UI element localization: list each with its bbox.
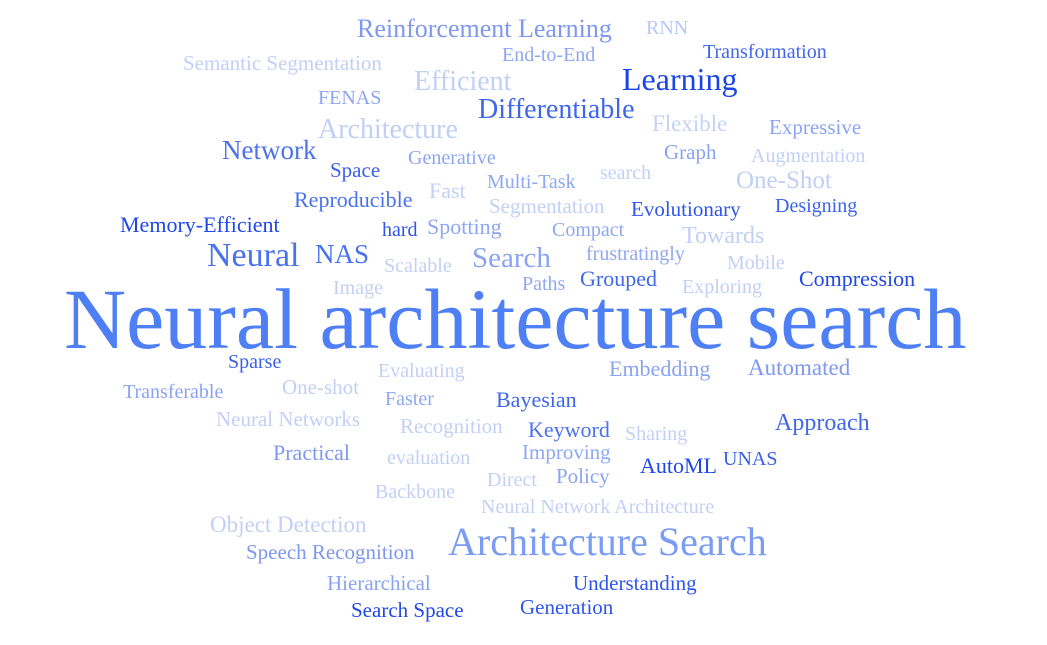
word-understanding: Understanding: [573, 571, 697, 595]
word-evaluating: Evaluating: [378, 360, 465, 382]
word-bayesian: Bayesian: [496, 387, 577, 412]
word-approach: Approach: [775, 410, 870, 436]
word-search: Search: [472, 242, 551, 274]
word-recognition: Recognition: [400, 414, 503, 438]
word-mobile: Mobile: [727, 252, 785, 274]
word-generation: Generation: [520, 595, 614, 619]
word-one-shot-upper: One-Shot: [736, 167, 832, 194]
word-fenas: FENAS: [318, 87, 382, 109]
word-architecture: Architecture: [318, 114, 458, 145]
word-segmentation: Segmentation: [489, 194, 605, 218]
word-practical: Practical: [273, 440, 350, 465]
word-hierarchical: Hierarchical: [327, 571, 431, 595]
word-search-space: Search Space: [351, 598, 464, 622]
word-object-detection: Object Detection: [210, 512, 367, 537]
word-graph: Graph: [664, 140, 717, 164]
word-expressive: Expressive: [769, 115, 862, 139]
word-sparse: Sparse: [228, 351, 282, 373]
word-neural-network-architecture: Neural Network Architecture: [481, 496, 715, 518]
word-frustratingly: frustratingly: [586, 243, 685, 265]
word-paths: Paths: [522, 273, 566, 295]
word-compact: Compact: [552, 219, 625, 241]
word-one-shot-lower: One-shot: [282, 375, 359, 399]
word-augmentation: Augmentation: [751, 145, 866, 167]
word-designing: Designing: [775, 195, 858, 217]
word-embedding: Embedding: [609, 356, 711, 381]
word-rnn: RNN: [646, 17, 689, 39]
word-direct: Direct: [487, 469, 537, 491]
word-network: Network: [222, 135, 317, 165]
word-policy: Policy: [556, 464, 610, 488]
word-reproducible: Reproducible: [294, 187, 413, 212]
word-faster: Faster: [385, 388, 434, 410]
word-improving: Improving: [522, 440, 611, 464]
word-keyword: Keyword: [528, 417, 610, 442]
word-differentiable: Differentiable: [478, 94, 635, 125]
word-evaluation: evaluation: [387, 447, 471, 469]
word-multi-task: Multi-Task: [487, 171, 576, 193]
word-transformation: Transformation: [703, 41, 827, 63]
word-search-lower: search: [600, 162, 652, 184]
word-generative: Generative: [408, 147, 496, 169]
word-speech-recognition: Speech Recognition: [246, 540, 415, 564]
word-automl: AutoML: [640, 453, 717, 478]
word-spotting: Spotting: [427, 214, 502, 239]
word-architecture-search: Architecture Search: [448, 519, 767, 564]
word-space: Space: [330, 158, 381, 182]
word-evolutionary: Evolutionary: [631, 197, 741, 221]
word-grouped: Grouped: [580, 266, 657, 291]
word-neural: Neural: [207, 237, 300, 274]
word-image: Image: [333, 277, 383, 299]
word-end-to-end: End-to-End: [502, 44, 596, 66]
word-fast: Fast: [429, 178, 466, 203]
word-sharing: Sharing: [625, 423, 688, 445]
word-hard: hard: [382, 219, 418, 241]
word-flexible: Flexible: [652, 111, 728, 136]
word-memory-efficient: Memory-Efficient: [120, 212, 280, 237]
word-transferable: Transferable: [123, 381, 224, 403]
word-compression: Compression: [799, 266, 916, 291]
word-automated: Automated: [748, 355, 851, 380]
word-unas: UNAS: [723, 448, 778, 470]
word-semantic-segmentation: Semantic Segmentation: [183, 51, 382, 75]
word-scalable: Scalable: [384, 255, 452, 277]
word-neural-architecture-search: Neural architecture search: [64, 271, 967, 367]
word-backbone: Backbone: [375, 481, 455, 503]
word-learning: Learning: [622, 61, 738, 97]
word-exploring: Exploring: [682, 276, 762, 298]
word-nas: NAS: [315, 239, 370, 269]
word-towards: Towards: [682, 223, 765, 249]
word-efficient: Efficient: [414, 66, 512, 97]
word-neural-networks: Neural Networks: [216, 407, 361, 431]
word-reinforcement-learning: Reinforcement Learning: [357, 14, 612, 43]
